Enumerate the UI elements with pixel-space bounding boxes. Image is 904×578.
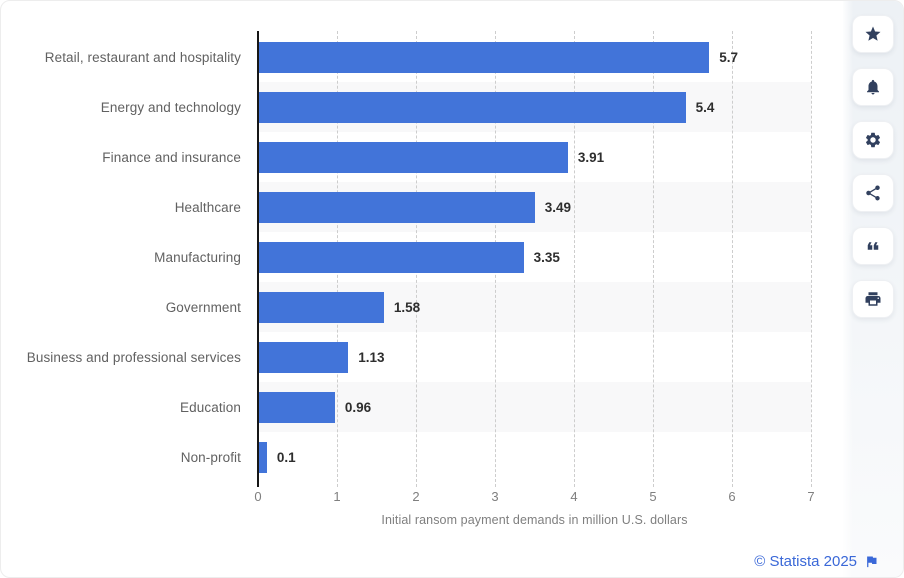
chart-row: 5.7 — [259, 32, 812, 82]
x-tick-label: 6 — [728, 489, 736, 504]
bar — [259, 141, 568, 173]
share-icon — [864, 184, 882, 202]
chart-row: 0.1 — [259, 432, 812, 482]
bar-value-label: 5.7 — [719, 49, 739, 65]
category-label: Finance and insurance — [102, 149, 241, 165]
bar-value-label: 0.96 — [344, 399, 372, 415]
cite-button[interactable] — [852, 227, 894, 265]
gridline — [573, 31, 575, 487]
x-axis-ticks: 0 1 2 3 4 5 6 7 — [254, 489, 815, 505]
chart-row: 3.35 — [259, 232, 812, 282]
bar — [259, 91, 686, 123]
category-label: Manufacturing — [154, 249, 241, 265]
toolbar-buttons — [843, 1, 903, 318]
category-label: Healthcare — [174, 199, 241, 215]
category-label: Non-profit — [180, 449, 241, 465]
star-icon — [864, 25, 882, 43]
share-button[interactable] — [852, 174, 894, 212]
flag-icon[interactable] — [864, 554, 879, 569]
notifications-button[interactable] — [852, 68, 894, 106]
x-tick-label: 3 — [491, 489, 499, 504]
chart-row: 0.96 — [259, 382, 812, 432]
bar-value-label: 3.35 — [533, 249, 560, 265]
settings-button[interactable] — [852, 121, 894, 159]
copyright-text: © Statista 2025 — [754, 553, 857, 570]
gridline — [732, 31, 733, 487]
x-tick-label: 2 — [412, 489, 420, 504]
bar — [259, 341, 349, 373]
category-label: Government — [165, 299, 241, 315]
bar — [259, 391, 335, 423]
chart-row: 5.4 — [259, 82, 812, 132]
x-tick-label: 0 — [254, 489, 262, 504]
action-toolbar — [843, 1, 903, 577]
bar-value-label: 0.1 — [276, 449, 296, 465]
category-axis: Retail, restaurant and hospitality Energy… — [1, 32, 241, 482]
statista-copyright-link[interactable]: © Statista 2025 — [754, 553, 879, 570]
bell-icon — [864, 78, 882, 96]
bar — [259, 191, 535, 223]
category-label: Business and professional services — [26, 349, 241, 365]
gridline — [653, 31, 654, 487]
bar-value-label: 1.13 — [358, 349, 385, 365]
bar — [259, 41, 710, 73]
chart-rows: 5.7 5.4 3.91 3.49 3.35 1.58 1.13 0.96 0.1 — [259, 32, 812, 482]
x-tick-label: 1 — [333, 489, 341, 504]
bar — [259, 241, 524, 273]
category-label: Retail, restaurant and hospitality — [44, 49, 241, 65]
chart-row: 1.13 — [259, 332, 812, 382]
bar-value-label: 5.4 — [695, 99, 715, 115]
x-tick-label: 4 — [570, 489, 578, 504]
chart-row: 1.58 — [259, 282, 812, 332]
x-tick-label: 5 — [649, 489, 657, 504]
x-tick-label: 7 — [807, 489, 815, 504]
gridline — [811, 31, 812, 487]
x-axis-title: Initial ransom payment demands in millio… — [381, 513, 688, 527]
category-label: Education — [180, 399, 241, 415]
gear-icon — [864, 131, 882, 149]
chart-row: 3.91 — [259, 132, 812, 182]
bar-value-label: 1.58 — [393, 299, 421, 315]
bar — [259, 441, 267, 473]
bar — [259, 291, 384, 323]
printer-icon — [864, 290, 882, 308]
favorite-button[interactable] — [852, 15, 894, 53]
quote-icon — [864, 237, 882, 255]
print-button[interactable] — [852, 280, 894, 318]
category-label: Energy and technology — [100, 99, 241, 115]
chart-row: 3.49 — [259, 182, 812, 232]
bar-value-label: 3.91 — [577, 149, 605, 165]
bar-value-label: 3.49 — [544, 199, 571, 215]
